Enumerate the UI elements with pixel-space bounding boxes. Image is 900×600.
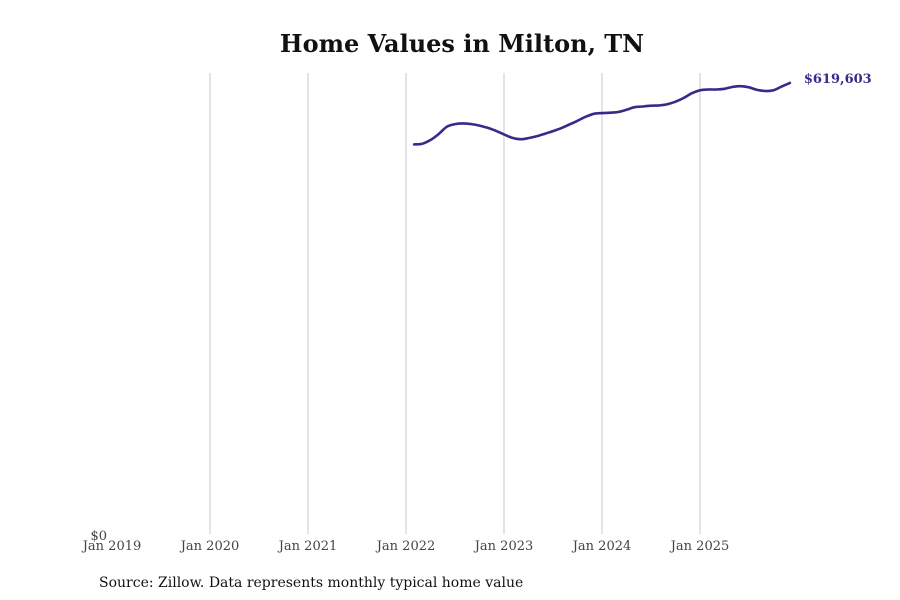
x-tick-label: Jan 2022	[375, 539, 436, 554]
chart-title: Home Values in Milton, TN	[280, 29, 644, 58]
x-tick-label: Jan 2021	[277, 539, 338, 554]
x-tick-label: Jan 2020	[179, 539, 240, 554]
series-line	[412, 81, 792, 146]
series-layer: $619,603	[412, 72, 872, 146]
axis-labels: Jan 2019 Jan 2020 Jan 2021 Jan 2022 Jan 2023…	[81, 529, 730, 554]
x-tick-label: Jan 2025	[669, 539, 730, 554]
x-tick-label: Jan 2024	[571, 539, 632, 554]
end-value-label: $619,603	[804, 72, 872, 87]
source-note: Source: Zillow. Data represents monthly …	[99, 575, 523, 591]
y-tick-label: $0	[90, 529, 107, 544]
x-tick-label: Jan 2023	[473, 539, 534, 554]
gridlines	[209, 73, 701, 534]
x-tick-label: Jan 2019	[81, 539, 142, 554]
